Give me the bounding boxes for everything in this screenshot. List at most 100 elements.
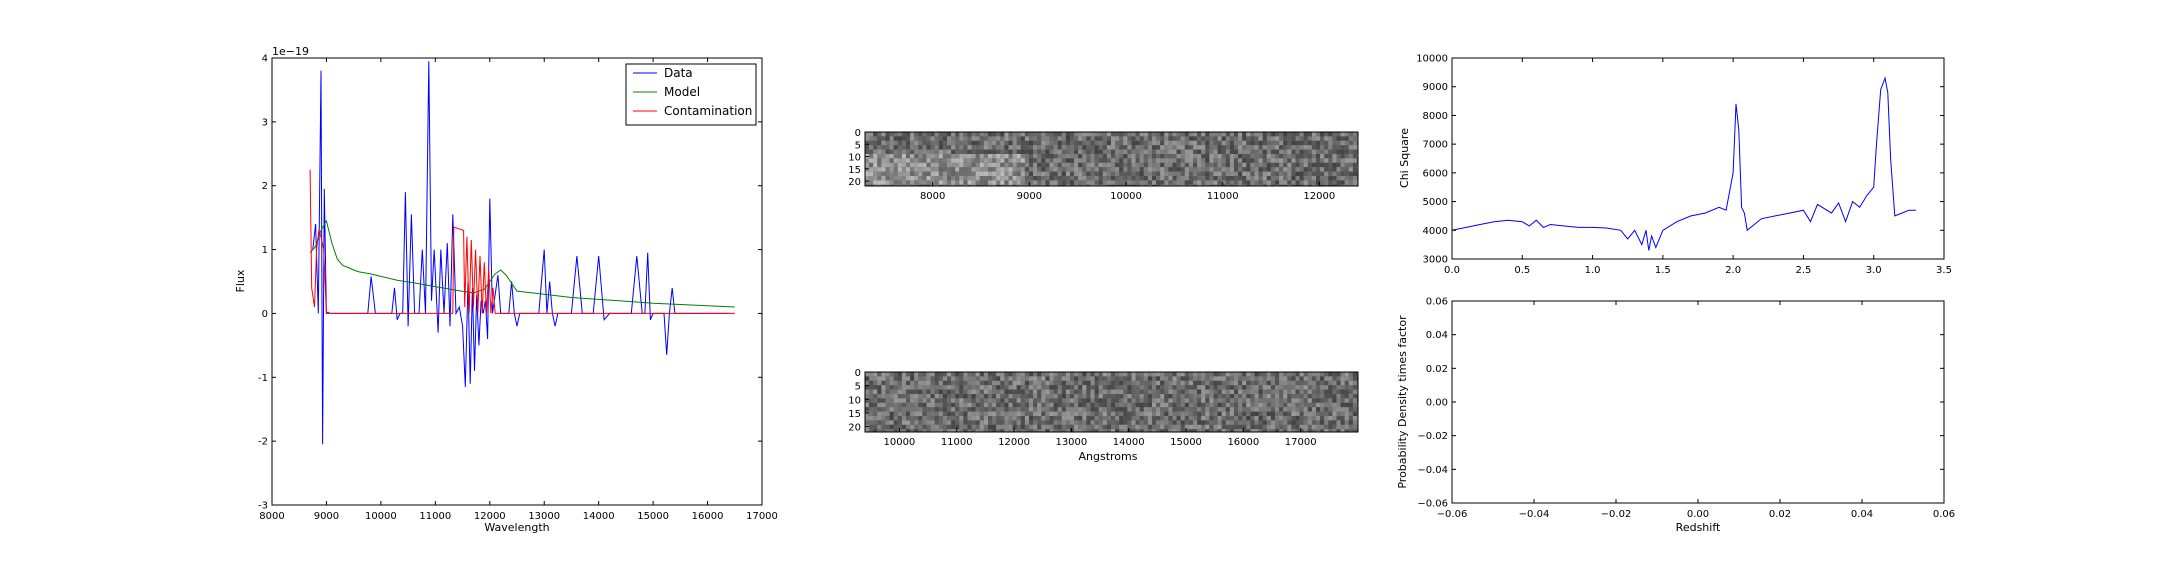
image-strip-1-pixel	[1209, 158, 1214, 163]
image-strip-1-pixel	[1275, 171, 1280, 176]
image-strip-1-pixel	[1234, 167, 1239, 172]
image-strip-2-pixel	[1037, 424, 1042, 430]
image-strip-1-pixel	[1217, 154, 1222, 159]
image-strip-1-pixel	[1287, 176, 1292, 181]
image-strip-2-pixel	[1348, 411, 1353, 416]
image-strip-1-pixel	[1307, 154, 1312, 159]
image-strip-1-pixel	[1197, 180, 1202, 185]
image-strip-1-pixel	[1094, 149, 1099, 154]
image-strip-1-pixel	[1115, 136, 1120, 141]
image-strip-1-pixel	[1201, 171, 1206, 176]
image-strip-1-pixel	[1328, 145, 1333, 150]
image-strip-2-pixel	[988, 376, 993, 381]
image-strip-2-pixel	[1262, 411, 1267, 416]
image-strip-1-pixel	[942, 162, 947, 168]
image-strip-2-pixel	[1324, 376, 1329, 381]
image-strip-1-pixel	[1041, 180, 1046, 185]
image-strip-1-pixel	[865, 140, 870, 146]
image-strip-1-pixel	[885, 162, 890, 168]
image-strip-2-pixel	[1168, 402, 1173, 408]
image-strip-1-pixel	[1275, 184, 1280, 186]
image-strip-1-pixel	[1033, 154, 1038, 159]
image-strip-2-pixel	[1344, 407, 1349, 412]
image-strip-1-pixel	[1168, 132, 1173, 137]
image-strip-1-pixel	[1242, 145, 1247, 150]
image-strip-2-pixel	[975, 407, 980, 412]
image-strip-1-pixel	[1143, 184, 1148, 186]
image-strip-1-pixel	[1303, 176, 1308, 181]
image-strip-1-pixel	[897, 184, 902, 186]
image-strip-2-pixel	[1307, 411, 1312, 416]
image-strip-1-pixel	[947, 154, 952, 159]
image-strip-1-pixel	[1238, 154, 1243, 159]
image-strip-2-pixel	[1229, 380, 1234, 386]
image-strip-2-pixel	[1209, 385, 1214, 390]
image-strip-1-pixel	[885, 184, 890, 186]
image-strip-1-pixel	[1139, 158, 1144, 163]
image-strip-1-pixel	[934, 154, 939, 159]
image-strip-1-pixel	[1283, 162, 1288, 168]
image-strip-1-pixel	[1246, 162, 1251, 168]
image-strip-1-pixel	[1242, 167, 1247, 172]
image-strip-2-pixel	[1172, 389, 1177, 394]
image-strip-2-pixel	[1258, 372, 1263, 377]
image-strip-2-pixel	[1029, 372, 1034, 377]
image-strip-2-pixel	[1352, 407, 1357, 412]
image-strip-1-pixel	[951, 145, 956, 150]
image-strip-2-pixel	[1229, 402, 1234, 408]
image-strip-1-pixel	[1184, 132, 1189, 137]
image-strip-1-pixel	[1348, 140, 1353, 146]
image-strip-2-pixel	[1184, 372, 1189, 377]
image-strip-2-pixel	[906, 380, 911, 386]
image-strip-2-pixel	[1332, 429, 1337, 432]
image-strip-2-pixel	[955, 429, 960, 432]
image-strip-2-pixel	[1275, 385, 1280, 390]
image-strip-1-pixel	[1221, 136, 1226, 141]
image-strip-1-pixel	[1139, 140, 1144, 146]
image-strip-1-pixel	[1049, 167, 1054, 172]
image-strip-1-pixel	[1336, 154, 1341, 159]
image-strip-1-pixel	[1000, 136, 1005, 141]
image-strip-1-pixel	[1193, 171, 1198, 176]
image-strip-2-pixel	[1094, 416, 1099, 421]
image-strip-1-pixel	[877, 167, 882, 172]
image-strip-1-pixel	[1143, 162, 1148, 168]
image-strip-1-pixel	[926, 136, 931, 141]
image-strip-2-pixel	[1012, 372, 1017, 377]
image-strip-2-pixel	[1266, 411, 1271, 416]
image-strip-2-pixel	[959, 398, 964, 403]
image-strip-2-pixel	[1311, 394, 1316, 399]
image-strip-2-pixel	[959, 389, 964, 394]
image-strip-2-pixel	[910, 385, 915, 390]
image-strip-2-pixel	[1123, 385, 1128, 390]
image-strip-1-pixel	[1283, 140, 1288, 146]
image-strip-2-pixel	[1147, 389, 1152, 394]
image-strip-2-pixel	[1180, 424, 1185, 430]
image-strip-2-pixel	[1352, 380, 1357, 386]
image-strip-1-pixel	[1311, 145, 1316, 150]
image-strip-1-pixel	[1320, 145, 1325, 150]
chi-square-axes-frame	[1451, 57, 1945, 260]
image-strip-2-pixel	[1012, 420, 1017, 425]
image-strip-2-pixel	[889, 416, 894, 421]
image-strip-2-pixel	[947, 402, 952, 408]
image-strip-1-pixel	[1279, 149, 1284, 154]
image-strip-2-pixel	[1193, 424, 1198, 430]
image-strip-2-pixel	[1123, 416, 1128, 421]
image-strip-2-pixel	[1209, 416, 1214, 421]
image-strip-1-pixel	[1238, 136, 1243, 141]
image-strip-2-pixel	[1242, 402, 1247, 408]
image-strip-2-pixel	[1275, 372, 1280, 377]
image-strip-1-pixel	[979, 162, 984, 168]
image-strip-1-pixel	[1254, 136, 1259, 141]
image-strip-1-pixel	[1332, 132, 1337, 137]
image-strip-2-pixel	[1205, 394, 1210, 399]
image-strip-2-pixel	[1131, 385, 1136, 390]
image-strip-1-pixel	[967, 176, 972, 181]
image-strip-1-pixel	[1127, 149, 1132, 154]
image-strip-1-pixel	[1049, 158, 1054, 163]
image-strip-2-pixel	[1131, 402, 1136, 408]
image-strip-2-pixel	[1238, 398, 1243, 403]
image-strip-2-pixel	[1344, 398, 1349, 403]
image-strip-1-pixel	[1147, 167, 1152, 172]
